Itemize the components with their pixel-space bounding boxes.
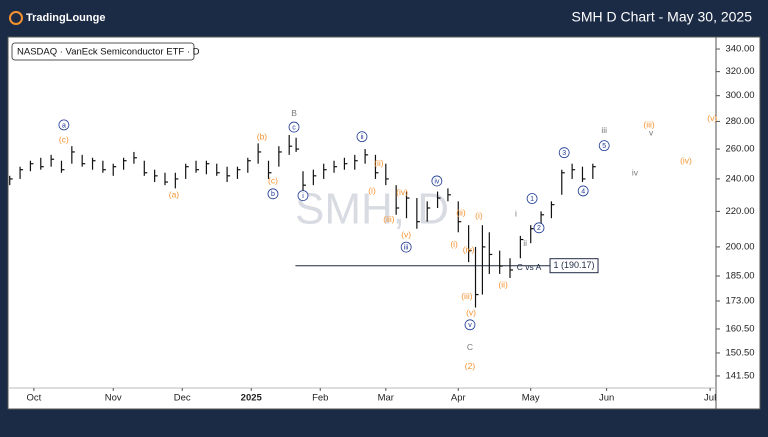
wave-label: 3	[562, 150, 566, 157]
wave-label: C	[467, 342, 473, 352]
wave-label: v	[468, 322, 472, 329]
y-tick-label: 240.00	[725, 173, 754, 184]
wave-label: (ii)	[456, 207, 466, 217]
page-title: SMH D Chart - May 30, 2025	[571, 9, 752, 25]
wave-label: iv	[632, 168, 639, 178]
wave-label: i	[515, 208, 517, 218]
wave-label: (iv)	[680, 155, 692, 165]
x-tick-label: Dec	[174, 393, 191, 404]
wave-label: iii	[404, 244, 409, 251]
y-tick-label: 150.50	[725, 347, 754, 358]
wave-label: 5	[602, 143, 606, 150]
level-label: 1 (190.17)	[554, 260, 595, 270]
y-tick-label: 160.50	[725, 323, 754, 334]
legend: NASDAQ · VanEck Semiconductor ETF · D	[17, 47, 200, 58]
wave-label: iii	[601, 125, 607, 135]
wave-circle	[297, 190, 309, 201]
wave-label: (ii)	[374, 158, 384, 168]
y-tick-label: 320.00	[725, 66, 754, 77]
wave-label: C vs A	[517, 262, 542, 272]
watermark: SMH, D	[295, 185, 449, 234]
wave-label: (i)	[368, 186, 376, 196]
y-tick-label: 300.00	[725, 90, 754, 101]
wave-circle	[58, 119, 70, 131]
wave-label: (v)	[707, 113, 717, 123]
y-tick-label: 280.00	[725, 116, 754, 127]
wave-label: iv	[434, 178, 440, 185]
y-tick-label: 185.00	[725, 270, 754, 281]
wave-label: i	[302, 193, 304, 200]
legend-box	[11, 42, 195, 61]
wave-label: c	[292, 124, 296, 131]
y-tick-label: 260.00	[725, 144, 754, 155]
x-tick-label: Nov	[105, 393, 122, 404]
x-tick-label: Jul	[704, 393, 716, 404]
wave-label: (2)	[465, 361, 476, 371]
wave-label: (iii)	[461, 291, 472, 301]
wave-circle	[464, 319, 476, 331]
x-tick-label: 2025	[241, 393, 263, 404]
wave-label: (v)	[466, 308, 476, 318]
wave-label: (iii)	[643, 120, 654, 130]
wave-circle	[577, 185, 589, 197]
wave-circle	[526, 193, 538, 204]
wave-label: ii	[523, 238, 527, 248]
wave-label: (c)	[268, 176, 278, 186]
wave-circle	[533, 222, 545, 234]
wave-label: ii	[360, 134, 364, 141]
wave-label: (iv)	[463, 244, 475, 254]
wave-circle	[598, 140, 610, 152]
x-tick-label: Mar	[378, 393, 394, 404]
y-tick-label: 173.00	[725, 296, 754, 307]
chart-frame	[7, 36, 761, 410]
wave-circle	[356, 131, 368, 143]
x-tick-label: Jun	[599, 393, 614, 404]
wave-label: B	[291, 108, 297, 118]
wave-circle	[400, 241, 412, 253]
wave-label: (a)	[169, 190, 180, 200]
wave-label: (v)	[401, 230, 411, 240]
wave-label: (iii)	[383, 214, 394, 224]
x-tick-label: Feb	[312, 393, 328, 404]
wave-label: b	[271, 191, 275, 198]
x-tick-label: Oct	[26, 393, 41, 404]
wave-label: a	[62, 122, 66, 129]
wave-label: (iv)	[396, 187, 408, 197]
wave-label: (i)	[475, 211, 483, 221]
level-label-box	[549, 258, 599, 274]
wave-circle	[558, 147, 570, 159]
y-tick-label: 141.50	[725, 370, 754, 381]
wave-circle	[267, 188, 279, 200]
wave-circle	[288, 121, 300, 133]
wave-label: (c)	[59, 135, 69, 145]
y-tick-label: 220.00	[725, 206, 754, 217]
logo-icon	[9, 11, 23, 25]
wave-label: (b)	[257, 131, 268, 141]
x-tick-label: May	[522, 393, 540, 404]
wave-label: 1	[530, 196, 534, 203]
x-tick-label: Apr	[451, 393, 466, 404]
y-tick-label: 200.00	[725, 241, 754, 252]
wave-label: 2	[537, 225, 541, 232]
wave-label: (i)	[450, 239, 458, 249]
wave-label: (ii)	[498, 279, 508, 289]
wave-circle	[431, 175, 443, 187]
wave-label: v	[649, 127, 654, 137]
y-tick-label: 340.00	[725, 44, 754, 55]
logo: TradingLounge	[26, 12, 105, 24]
wave-label: 4	[581, 188, 585, 195]
